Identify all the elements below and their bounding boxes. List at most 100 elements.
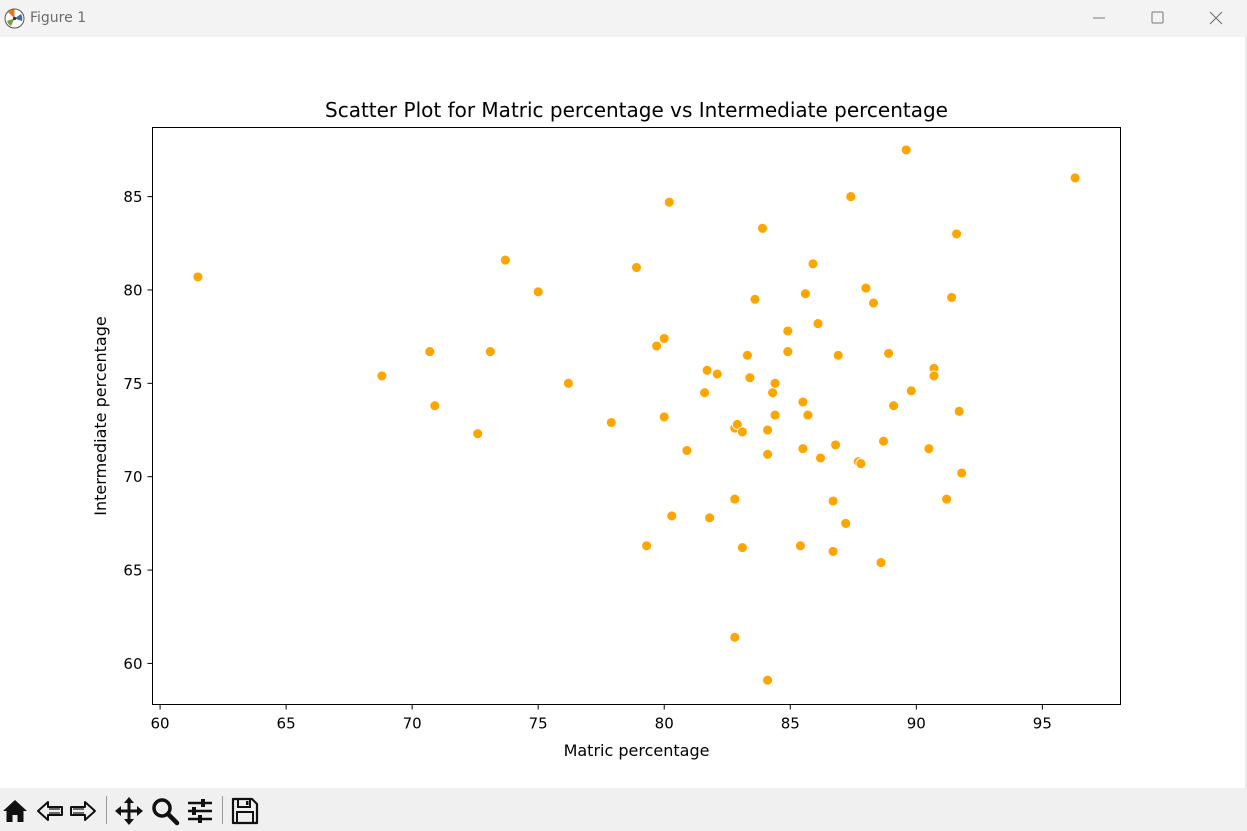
x-tick-label: 85 [781, 715, 800, 733]
scatter-point [807, 258, 819, 270]
save-button[interactable] [230, 796, 260, 826]
scatter-point [749, 293, 761, 305]
scatter-point [499, 254, 511, 266]
scatter-point [736, 426, 748, 438]
y-axis-ticks: 60 65 70 75 80 85 [123, 188, 153, 673]
scatter-point [472, 428, 484, 440]
scatter-point [840, 517, 852, 529]
scatter-point [769, 377, 781, 389]
scatter-point [830, 439, 842, 451]
scatter-point [744, 372, 756, 384]
scatter-chart: Scatter Plot for Matric percentage vs In… [91, 98, 1121, 760]
back-button[interactable] [35, 796, 65, 826]
scatter-point [769, 409, 781, 421]
points-layer [192, 144, 1081, 686]
figure-canvas[interactable]: Scatter Plot for Matric percentage vs In… [0, 37, 1247, 788]
scatter-point [883, 347, 895, 359]
scatter-point [757, 222, 768, 234]
pan-icon [115, 797, 143, 825]
scatter-point [782, 346, 794, 358]
home-icon [3, 800, 27, 822]
scatter-point [663, 196, 675, 208]
scatter-point [827, 495, 839, 507]
scatter-point [782, 325, 794, 337]
axes-frame [152, 127, 1121, 705]
scatter-point [953, 405, 965, 417]
scatter-point [888, 400, 900, 412]
scatter-point [762, 448, 774, 460]
scatter-point [658, 333, 670, 344]
scatter-point [797, 396, 809, 408]
scatter-point [532, 286, 544, 298]
scatter-point [855, 458, 867, 470]
save-icon [231, 797, 259, 825]
scatter-point [429, 400, 441, 412]
x-tick-label: 80 [655, 715, 674, 733]
forward-icon [70, 801, 96, 821]
scatter-point [704, 512, 716, 524]
matplotlib-logo-icon [4, 8, 25, 29]
y-tick-label: 60 [123, 655, 142, 673]
window-border [1245, 37, 1247, 788]
scatter-point [762, 424, 774, 436]
scatter-point [812, 318, 824, 330]
home-button[interactable] [0, 796, 30, 826]
scatter-point [711, 368, 723, 380]
y-tick-label: 65 [123, 562, 142, 580]
scatter-point [666, 510, 678, 522]
scatter-point [376, 370, 388, 382]
scatter-point [815, 452, 826, 464]
scatter-point [658, 411, 670, 423]
scatter-point [192, 271, 204, 283]
scatter-point [699, 387, 711, 399]
scatter-point [736, 542, 748, 554]
scatter-point [701, 364, 713, 376]
scatter-point [741, 349, 753, 361]
y-tick-label: 80 [123, 281, 142, 299]
scatter-point [767, 387, 779, 399]
scatter-point [923, 443, 935, 455]
scatter-point [799, 288, 811, 300]
scatter-point [631, 262, 642, 273]
pan-button[interactable] [114, 796, 144, 826]
y-tick-label: 85 [123, 188, 142, 206]
zoom-button[interactable] [150, 796, 180, 826]
x-tick-label: 90 [907, 715, 926, 733]
scatter-point [868, 297, 879, 309]
x-tick-label: 95 [1033, 715, 1052, 733]
scatter-point [605, 417, 617, 428]
scatter-point [651, 340, 663, 352]
scatter-point [900, 144, 912, 156]
scatter-point [562, 377, 574, 389]
scatter-point [729, 631, 741, 643]
window-title: Figure 1 [30, 10, 87, 26]
back-icon [37, 801, 63, 821]
minimize-button[interactable] [1081, 5, 1117, 31]
configure-subplots-icon [188, 799, 212, 823]
scatter-point [794, 540, 806, 552]
scatter-point [946, 291, 958, 303]
scatter-point [956, 467, 968, 479]
scatter-point [681, 445, 693, 456]
x-axis-label: Matric percentage [564, 741, 710, 760]
close-button[interactable] [1198, 5, 1234, 31]
scatter-point [802, 409, 814, 421]
scatter-point [827, 545, 839, 557]
maximize-icon [1151, 11, 1164, 24]
close-icon [1209, 11, 1223, 25]
toolbar-separator [222, 796, 223, 824]
x-tick-label: 60 [151, 715, 170, 733]
window-titlebar: Figure 1 [0, 0, 1247, 37]
y-tick-label: 70 [123, 468, 142, 486]
y-tick-label: 75 [123, 375, 142, 393]
scatter-point [424, 346, 436, 358]
scatter-point [878, 435, 889, 447]
configure-subplots-button[interactable] [185, 796, 215, 826]
forward-button[interactable] [68, 796, 98, 826]
scatter-point [729, 493, 741, 505]
toolbar-separator [106, 796, 107, 824]
scatter-point [860, 282, 872, 294]
x-axis-ticks: 60 65 70 75 80 85 90 95 [151, 704, 1052, 733]
scatter-point [845, 191, 857, 203]
maximize-button[interactable] [1139, 5, 1175, 31]
